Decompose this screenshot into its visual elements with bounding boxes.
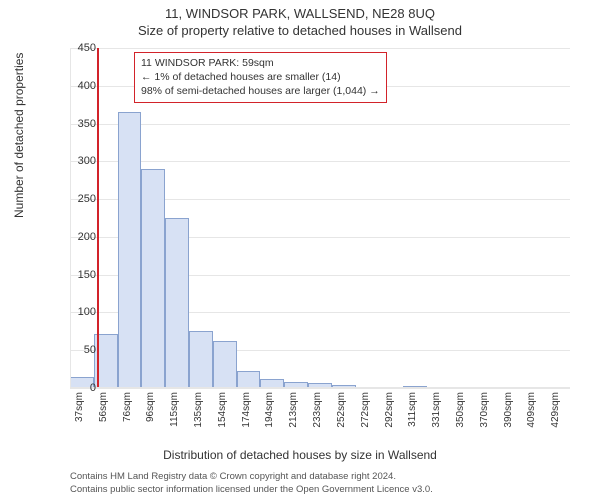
y-tick-label: 450 (56, 42, 96, 54)
gridline (70, 124, 570, 125)
bar (213, 341, 237, 388)
property-marker-line (97, 48, 99, 388)
footer: Contains HM Land Registry data © Crown c… (70, 471, 433, 496)
footer-line1: Contains HM Land Registry data © Crown c… (70, 471, 433, 483)
bar (141, 169, 165, 388)
x-tick-label: 331sqm (431, 392, 442, 442)
y-tick-label: 350 (56, 118, 96, 130)
bar (118, 112, 142, 388)
bar (189, 331, 213, 388)
x-tick-label: 409sqm (526, 392, 537, 442)
y-axis-label: Number of detached properties (12, 53, 26, 218)
bar (237, 371, 261, 388)
y-tick-label: 250 (56, 193, 96, 205)
bar (165, 218, 189, 388)
annotation-box: 11 WINDSOR PARK: 59sqm ← 1% of detached … (134, 52, 387, 103)
y-axis-line (70, 48, 71, 388)
x-tick-label: 350sqm (455, 392, 466, 442)
x-tick-label: 76sqm (122, 392, 133, 442)
x-tick-label: 390sqm (503, 392, 514, 442)
x-tick-label: 56sqm (98, 392, 109, 442)
y-tick-label: 400 (56, 80, 96, 92)
x-tick-label: 429sqm (550, 392, 561, 442)
x-tick-label: 370sqm (479, 392, 490, 442)
x-tick-label: 174sqm (241, 392, 252, 442)
x-tick-label: 194sqm (264, 392, 275, 442)
x-tick-label: 96sqm (145, 392, 156, 442)
title-sub: Size of property relative to detached ho… (0, 21, 600, 38)
plot-area: 11 WINDSOR PARK: 59sqm ← 1% of detached … (70, 48, 570, 388)
x-tick-label: 213sqm (288, 392, 299, 442)
chart-container: 11, WINDSOR PARK, WALLSEND, NE28 8UQ Siz… (0, 0, 600, 500)
x-axis-label: Distribution of detached houses by size … (0, 448, 600, 462)
x-tick-label: 233sqm (312, 392, 323, 442)
annotation-line1: 11 WINDSOR PARK: 59sqm (141, 56, 380, 70)
annotation-line3: 98% of semi-detached houses are larger (… (141, 84, 380, 98)
x-tick-label: 135sqm (193, 392, 204, 442)
x-tick-label: 272sqm (360, 392, 371, 442)
footer-line2: Contains public sector information licen… (70, 484, 433, 496)
y-tick-label: 50 (56, 344, 96, 356)
y-tick-label: 150 (56, 269, 96, 281)
annotation-line2: ← 1% of detached houses are smaller (14) (141, 70, 380, 84)
x-tick-label: 154sqm (217, 392, 228, 442)
x-tick-label: 37sqm (74, 392, 85, 442)
y-tick-label: 200 (56, 231, 96, 243)
title-main: 11, WINDSOR PARK, WALLSEND, NE28 8UQ (0, 0, 600, 21)
gridline (70, 161, 570, 162)
gridline (70, 388, 570, 389)
x-tick-label: 252sqm (336, 392, 347, 442)
x-axis-line (70, 387, 570, 388)
x-tick-label: 311sqm (407, 392, 418, 442)
y-tick-label: 100 (56, 306, 96, 318)
x-tick-label: 115sqm (169, 392, 180, 442)
y-tick-label: 300 (56, 155, 96, 167)
gridline (70, 48, 570, 49)
x-tick-label: 292sqm (384, 392, 395, 442)
